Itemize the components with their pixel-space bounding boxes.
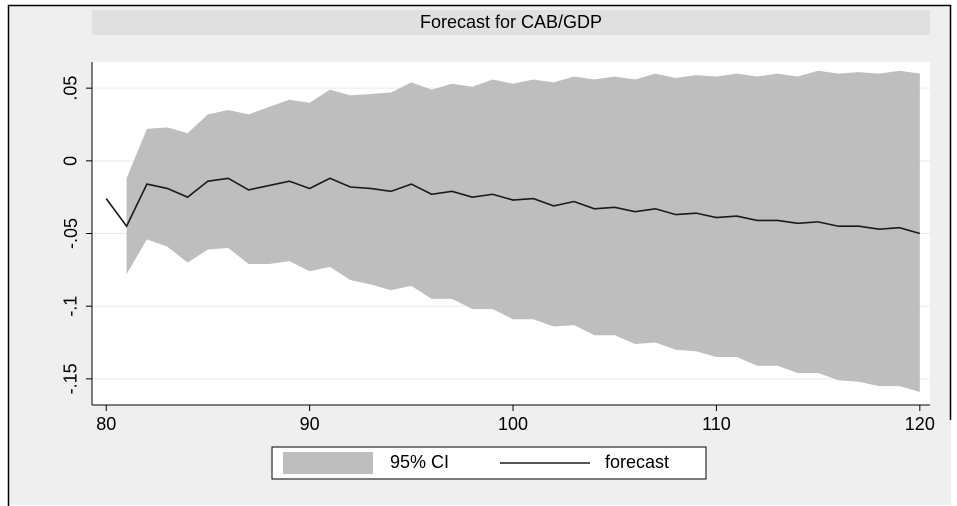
legend-swatch [283, 452, 373, 474]
x-tick-label: 110 [702, 414, 731, 434]
title-bar [92, 10, 930, 35]
x-tick-label: 90 [300, 414, 320, 434]
y-tick-label: 0 [61, 156, 81, 166]
y-tick-label: -.15 [61, 363, 81, 394]
y-tick-label: .05 [61, 76, 81, 101]
x-tick-label: 120 [905, 414, 935, 434]
frame [7, 4, 952, 506]
y-tick-label: -.1 [61, 296, 81, 317]
chart-title: Forecast for CAB/GDP [420, 12, 602, 32]
ci-band [126, 70, 920, 392]
x-tick-label: 80 [96, 414, 116, 434]
y-tick-label: -.05 [61, 218, 81, 249]
forecast-line [105, 177, 921, 235]
legend-label: 95% CI [390, 452, 449, 472]
x-tick-label: 100 [498, 414, 528, 434]
legend-label: forecast [605, 452, 669, 472]
